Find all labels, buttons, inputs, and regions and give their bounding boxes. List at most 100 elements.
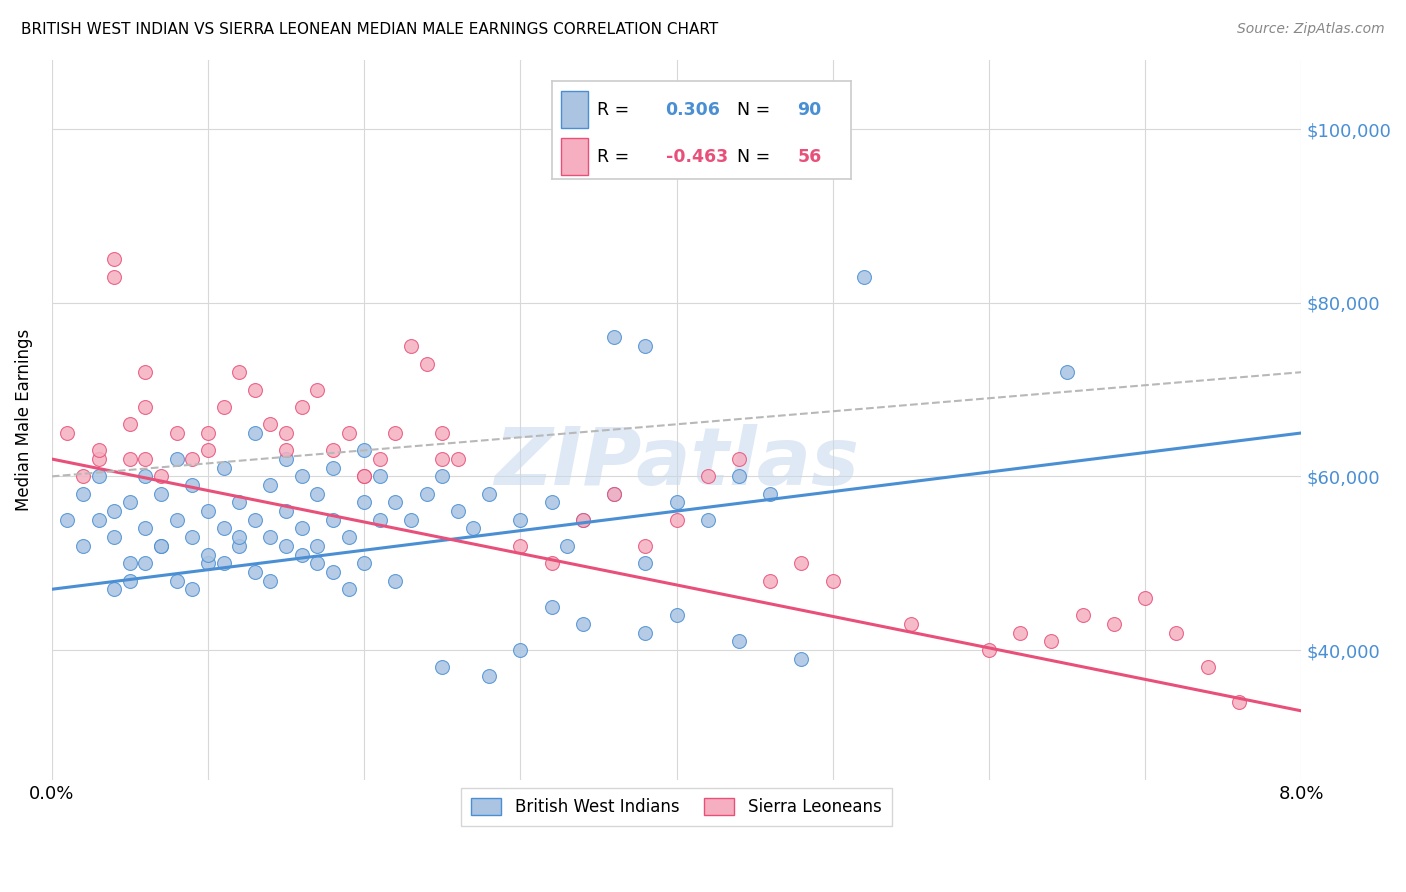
Point <box>821 574 844 588</box>
Point <box>384 425 406 440</box>
Point <box>307 539 329 553</box>
Point <box>103 582 125 597</box>
Point <box>1133 591 1156 605</box>
Point <box>212 556 235 570</box>
Point <box>72 539 94 553</box>
Point <box>87 452 110 467</box>
Point <box>212 521 235 535</box>
Point <box>478 669 501 683</box>
Point <box>103 252 125 267</box>
Point <box>181 478 204 492</box>
Point <box>181 582 204 597</box>
Point <box>1056 365 1078 379</box>
Text: ZIPatlas: ZIPatlas <box>494 425 859 502</box>
Point <box>368 469 391 483</box>
Point <box>728 469 751 483</box>
Point <box>728 634 751 648</box>
Point <box>212 400 235 414</box>
Point <box>900 617 922 632</box>
Point <box>696 513 718 527</box>
Point <box>540 495 562 509</box>
Text: BRITISH WEST INDIAN VS SIERRA LEONEAN MEDIAN MALE EARNINGS CORRELATION CHART: BRITISH WEST INDIAN VS SIERRA LEONEAN ME… <box>21 22 718 37</box>
Point <box>134 365 156 379</box>
Point <box>540 556 562 570</box>
Point <box>790 556 813 570</box>
Point <box>274 504 297 518</box>
Legend: British West Indians, Sierra Leoneans: British West Indians, Sierra Leoneans <box>461 788 891 826</box>
Point <box>603 330 626 344</box>
Point <box>103 504 125 518</box>
Point <box>197 425 219 440</box>
Point <box>118 574 141 588</box>
Point <box>603 487 626 501</box>
Point <box>259 530 281 544</box>
Point <box>572 617 595 632</box>
Point <box>274 443 297 458</box>
Point <box>478 487 501 501</box>
Point <box>197 504 219 518</box>
Point <box>368 513 391 527</box>
Point <box>1102 617 1125 632</box>
Point <box>72 487 94 501</box>
Point <box>1166 625 1188 640</box>
Point <box>353 469 375 483</box>
Point <box>353 469 375 483</box>
Point <box>665 495 688 509</box>
Point <box>353 495 375 509</box>
Point <box>432 660 454 674</box>
Point <box>274 425 297 440</box>
Point <box>228 495 250 509</box>
Point <box>291 469 314 483</box>
Point <box>118 495 141 509</box>
Point <box>134 469 156 483</box>
Point <box>228 539 250 553</box>
Point <box>243 513 266 527</box>
Point <box>432 452 454 467</box>
Point <box>87 443 110 458</box>
Point <box>399 339 422 353</box>
Point <box>150 539 173 553</box>
Point <box>243 565 266 579</box>
Point <box>72 469 94 483</box>
Point <box>150 469 173 483</box>
Point <box>790 651 813 665</box>
Point <box>118 556 141 570</box>
Point <box>509 513 531 527</box>
Point <box>243 383 266 397</box>
Point <box>134 452 156 467</box>
Point <box>259 478 281 492</box>
Point <box>337 582 360 597</box>
Point <box>432 425 454 440</box>
Point <box>384 574 406 588</box>
Point <box>274 452 297 467</box>
Point <box>1040 634 1063 648</box>
Point <box>852 269 875 284</box>
Point <box>1071 608 1094 623</box>
Point <box>87 469 110 483</box>
Point <box>322 443 344 458</box>
Point <box>307 487 329 501</box>
Point <box>399 513 422 527</box>
Point <box>665 608 688 623</box>
Point <box>463 521 485 535</box>
Point <box>337 425 360 440</box>
Point <box>384 495 406 509</box>
Point <box>634 339 657 353</box>
Point <box>696 469 718 483</box>
Point <box>322 460 344 475</box>
Point <box>1197 660 1219 674</box>
Point <box>87 513 110 527</box>
Point <box>56 513 79 527</box>
Point <box>665 513 688 527</box>
Point <box>555 539 578 553</box>
Point <box>291 521 314 535</box>
Point <box>759 487 782 501</box>
Point <box>166 452 188 467</box>
Point <box>150 539 173 553</box>
Point <box>572 513 595 527</box>
Text: Source: ZipAtlas.com: Source: ZipAtlas.com <box>1237 22 1385 37</box>
Point <box>759 574 782 588</box>
Point <box>447 452 470 467</box>
Point <box>415 487 437 501</box>
Point <box>415 357 437 371</box>
